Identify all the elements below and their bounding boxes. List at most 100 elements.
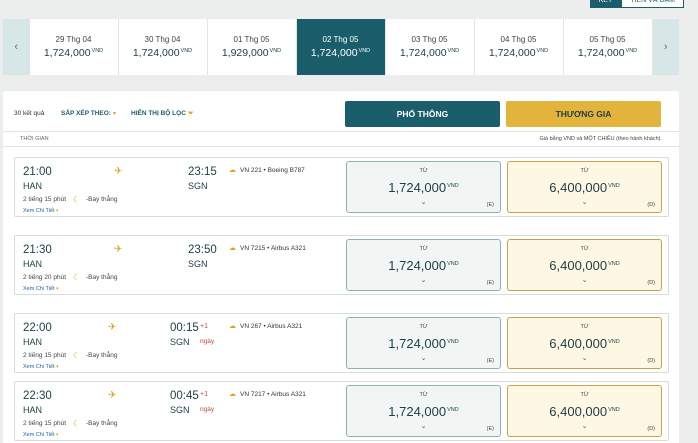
- sort-dropdown[interactable]: SẮP XẾP THEO: ▾: [61, 110, 116, 117]
- business-fare[interactable]: TỪ 6,400,000VND ⌄ (D): [507, 239, 662, 291]
- airline-logo-icon: ☁: [229, 245, 236, 252]
- flight-row: 21:30 HAN ✈ 23:50 SGN 2 tiếng 20 phút ☾ -Bay th…: [14, 235, 669, 295]
- fare-class-code: (D): [647, 358, 655, 364]
- fare-class-code: (E): [486, 358, 494, 364]
- date-label: 01 Thg 05: [233, 35, 270, 44]
- fare-from-label: TỪ: [580, 392, 589, 398]
- economy-fare[interactable]: TỪ 1,724,000VND ⌄ (E): [346, 385, 501, 437]
- chevron-left-icon[interactable]: ‹: [3, 19, 30, 75]
- fare-from-label: TỪ: [580, 168, 589, 174]
- chevron-down-icon: ⌄: [420, 277, 427, 284]
- business-fare[interactable]: TỪ 6,400,000VND ⌄ (D): [507, 385, 662, 437]
- sort-label: SẮP XẾP THEO:: [61, 110, 111, 117]
- date-price: 1,724,000VND: [310, 47, 371, 59]
- chevron-down-icon: ⌄: [581, 355, 588, 362]
- arrival-airport: SGN: [188, 259, 208, 269]
- date-list: 29 Thg 04 1,724,000VND 30 Thg 04 1,724,000V…: [30, 19, 653, 75]
- departure-time: 21:00: [23, 166, 52, 178]
- airplane-icon: ✈: [114, 244, 123, 255]
- economy-fare[interactable]: TỪ 1,724,000VND ⌄ (E): [346, 239, 501, 291]
- date-option[interactable]: 01 Thg 05 1,929,000VND: [208, 19, 297, 75]
- stops-label: -Bay thẳng: [86, 196, 118, 203]
- view-details-link[interactable]: Xem Chi Tiết ▾: [23, 286, 59, 292]
- currency-toggle: KÉT TIỀN VÀ DẶM: [589, 0, 684, 8]
- view-details-link[interactable]: Xem Chi Tiết ▾: [23, 432, 59, 438]
- date-option[interactable]: 30 Thg 04 1,724,000VND: [119, 19, 208, 75]
- time-column-label: THỜI GIAN: [20, 136, 49, 142]
- economy-fare[interactable]: TỪ 1,724,000VND ⌄ (E): [346, 161, 501, 213]
- date-option[interactable]: 05 Thg 05 1,724,000VND: [564, 19, 653, 75]
- moon-icon: ☾: [73, 351, 81, 360]
- date-option[interactable]: 29 Thg 04 1,724,000VND: [30, 19, 119, 75]
- date-price: 1,724,000VND: [488, 47, 549, 59]
- flight-results-panel: 30 kết quả SẮP XẾP THEO: ▾ HIỂN THỊ BỘ LỌ…: [3, 91, 679, 443]
- moon-icon: ☾: [73, 419, 81, 428]
- funnel-icon: ⏷: [187, 110, 194, 117]
- date-label: 29 Thg 04: [55, 35, 92, 44]
- flight-number: VN 221 • Boeing B787: [240, 167, 305, 174]
- fare-from-label: TỪ: [419, 168, 428, 174]
- flight-number: VN 267 • Airbus A321: [240, 323, 303, 330]
- airplane-icon: ✈: [108, 322, 117, 333]
- date-option[interactable]: 03 Thg 05 1,724,000VND: [386, 19, 475, 75]
- next-day-label: ngày: [200, 406, 215, 413]
- date-label: 04 Thg 05: [500, 35, 537, 44]
- flight-duration: 2 tiếng 20 phút: [23, 274, 67, 281]
- departure-airport: HAN: [23, 405, 43, 415]
- economy-price: 1,724,000VND: [388, 258, 459, 273]
- flight-row: 22:30 HAN ✈ 00:45 SGN +1 ngày 2 tiếng 15 phút ☾ -…: [14, 381, 669, 441]
- flight-duration: 2 tiếng 15 phút: [23, 352, 67, 359]
- arrival-time: 23:15: [188, 166, 217, 178]
- view-details-link[interactable]: Xem Chi Tiết ▾: [23, 208, 59, 214]
- date-option[interactable]: 04 Thg 05 1,724,000VND: [475, 19, 564, 75]
- economy-fare[interactable]: TỪ 1,724,000VND ⌄ (E): [346, 317, 501, 369]
- flight-number: VN 7217 • Airbus A321: [240, 391, 306, 398]
- fare-from-label: TỪ: [419, 392, 428, 398]
- departure-time: 21:30: [23, 244, 52, 256]
- economy-price: 1,724,000VND: [388, 336, 459, 351]
- view-details-link[interactable]: Xem Chi Tiết ▾: [23, 364, 59, 370]
- economy-price: 1,724,000VND: [388, 180, 459, 195]
- fare-from-label: TỪ: [580, 324, 589, 330]
- flight-duration: 2 tiếng 15 phút: [23, 196, 67, 203]
- economy-price: 1,724,000VND: [388, 404, 459, 419]
- fare-class-code: (D): [647, 280, 655, 286]
- business-class-tab[interactable]: THƯƠNG GIA: [506, 101, 661, 127]
- date-price: 1,724,000VND: [399, 47, 460, 59]
- chevron-right-icon[interactable]: ›: [652, 19, 679, 75]
- arrival-time: 23:50: [188, 244, 217, 256]
- filter-label: HIỂN THỊ BỘ LỌC: [131, 110, 186, 117]
- filter-toggle[interactable]: HIỂN THỊ BỘ LỌC ⏷: [131, 110, 194, 118]
- economy-class-tab[interactable]: PHỔ THÔNG: [345, 101, 500, 127]
- next-day-indicator: +1: [200, 391, 208, 398]
- date-label: 05 Thg 05: [589, 35, 626, 44]
- fare-class-code: (E): [486, 202, 494, 208]
- next-day-indicator: +1: [200, 323, 208, 330]
- chevron-down-icon: ⌄: [581, 423, 588, 430]
- chevron-down-icon: ⌄: [420, 423, 427, 430]
- flight-row: 21:00 HAN ✈ 23:15 SGN 2 tiếng 15 phút ☾ -Bay th…: [14, 157, 669, 217]
- business-fare[interactable]: TỪ 6,400,000VND ⌄ (D): [507, 161, 662, 213]
- business-price: 6,400,000VND: [549, 180, 620, 195]
- flight-row: 22:00 HAN ✈ 00:15 SGN +1 ngày 2 tiếng 15 phút ☾ -…: [14, 313, 669, 373]
- chevron-down-icon: ▾: [56, 208, 59, 214]
- toggle-cash[interactable]: KÉT: [589, 0, 622, 8]
- chevron-down-icon: ⌄: [581, 199, 588, 206]
- chevron-down-icon: ▾: [56, 286, 59, 292]
- date-price: 1,724,000VND: [132, 47, 193, 59]
- fare-class-code: (E): [486, 280, 494, 286]
- business-fare[interactable]: TỪ 6,400,000VND ⌄ (D): [507, 317, 662, 369]
- arrival-airport: SGN: [170, 337, 190, 347]
- date-option[interactable]: 02 Thg 05 1,724,000VND: [296, 19, 386, 75]
- airplane-icon: ✈: [108, 390, 117, 401]
- results-subheader: THỜI GIAN Giá bằng VND và MỘT CHIỀU (the…: [3, 131, 679, 147]
- fare-class-code: (D): [647, 426, 655, 432]
- date-price: 1,929,000VND: [221, 47, 282, 59]
- stops-label: -Bay thẳng: [86, 420, 118, 427]
- date-price: 1,724,000VND: [43, 47, 104, 59]
- chevron-down-icon: ▾: [56, 432, 59, 438]
- fare-class-code: (E): [486, 426, 494, 432]
- toggle-cash-and-miles[interactable]: TIỀN VÀ DẶM: [621, 0, 684, 8]
- date-label: 03 Thg 05: [411, 35, 448, 44]
- date-price: 1,724,000VND: [577, 47, 638, 59]
